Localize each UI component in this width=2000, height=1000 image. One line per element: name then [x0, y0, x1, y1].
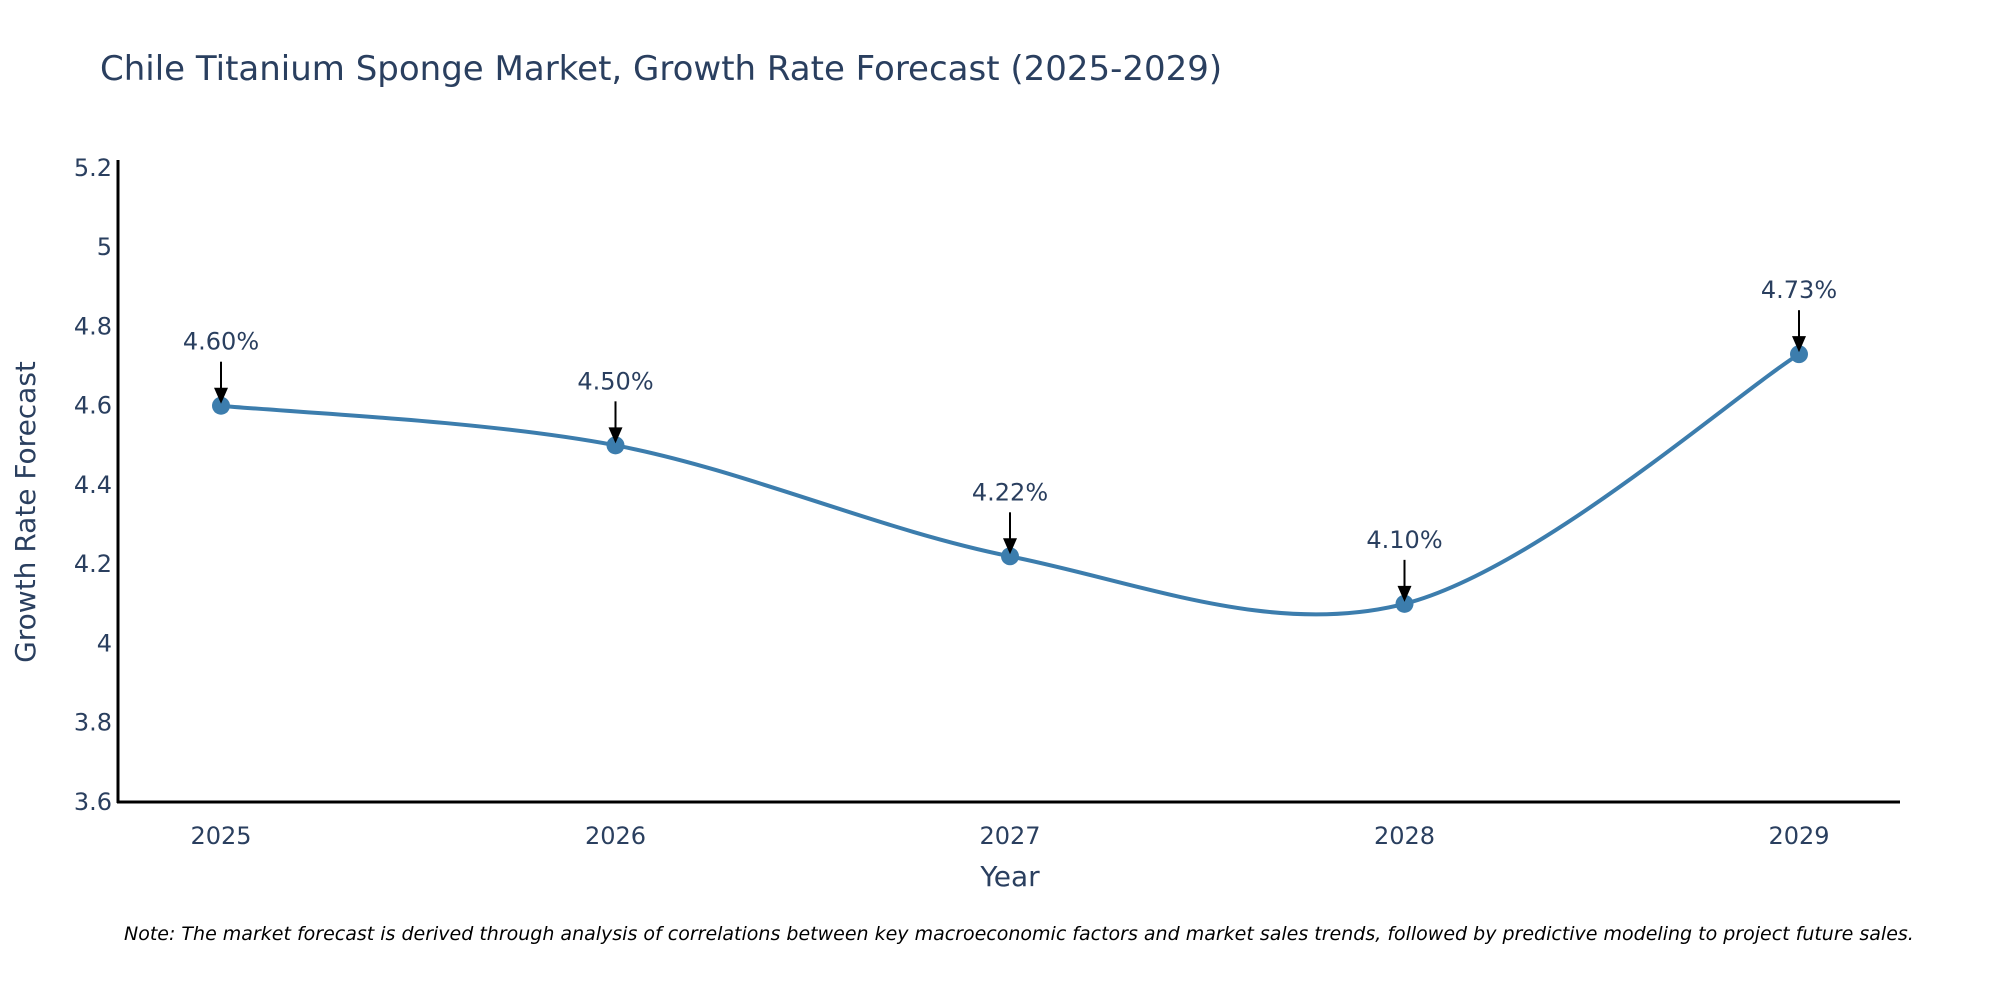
data-label: 4.50%	[577, 367, 653, 395]
data-point	[212, 396, 230, 415]
data-label: 4.73%	[1761, 276, 1837, 304]
annotation-arrowhead	[214, 387, 228, 404]
chart-title: Chile Titanium Sponge Market, Growth Rat…	[100, 49, 1222, 89]
data-label: 4.22%	[972, 478, 1048, 506]
y-tick-label: 4.4	[74, 471, 112, 499]
data-point	[1395, 594, 1414, 613]
y-tick-label: 3.6	[74, 788, 112, 816]
plot-area	[212, 345, 1808, 617]
y-tick-label: 4.6	[74, 392, 112, 420]
x-tick-label: 2025	[190, 822, 251, 850]
annotation-arrowhead	[608, 427, 623, 444]
x-tick-label: 2028	[1374, 822, 1435, 850]
data-point	[606, 436, 625, 455]
x-tick-label: 2027	[979, 822, 1040, 850]
y-tick-label: 5.2	[74, 154, 112, 182]
annotations: 4.60% 4.50% 4.22% 4.10% 4.73%	[183, 276, 1837, 602]
footnote: Note: The market forecast is derived thr…	[124, 923, 1914, 945]
y-axis-title: Growth Rate Forecast	[9, 361, 42, 663]
y-tick-label: 5	[97, 233, 112, 261]
y-tick-label: 3.8	[74, 709, 112, 737]
annotation-arrowhead	[1397, 585, 1412, 602]
annotation-arrowhead	[1003, 538, 1017, 555]
annotation-arrowhead	[1792, 336, 1806, 353]
y-tick-label: 4.2	[74, 550, 112, 578]
data-point	[1790, 345, 1808, 364]
y-tick-label: 4	[97, 629, 112, 657]
data-label: 4.10%	[1366, 526, 1442, 554]
data-label: 4.60%	[183, 328, 259, 356]
x-axis-title: Year	[979, 860, 1040, 893]
x-tick-label: 2029	[1768, 822, 1829, 850]
x-axis: 2025 2026 2027 2028 2029	[117, 800, 1900, 850]
y-axis: 3.6 3.8 4 4.2 4.4 4.6 4.8 5 5.2	[74, 154, 120, 816]
y-tick-label: 4.8	[74, 312, 112, 340]
x-tick-label: 2026	[585, 822, 646, 850]
data-point	[1001, 547, 1019, 566]
